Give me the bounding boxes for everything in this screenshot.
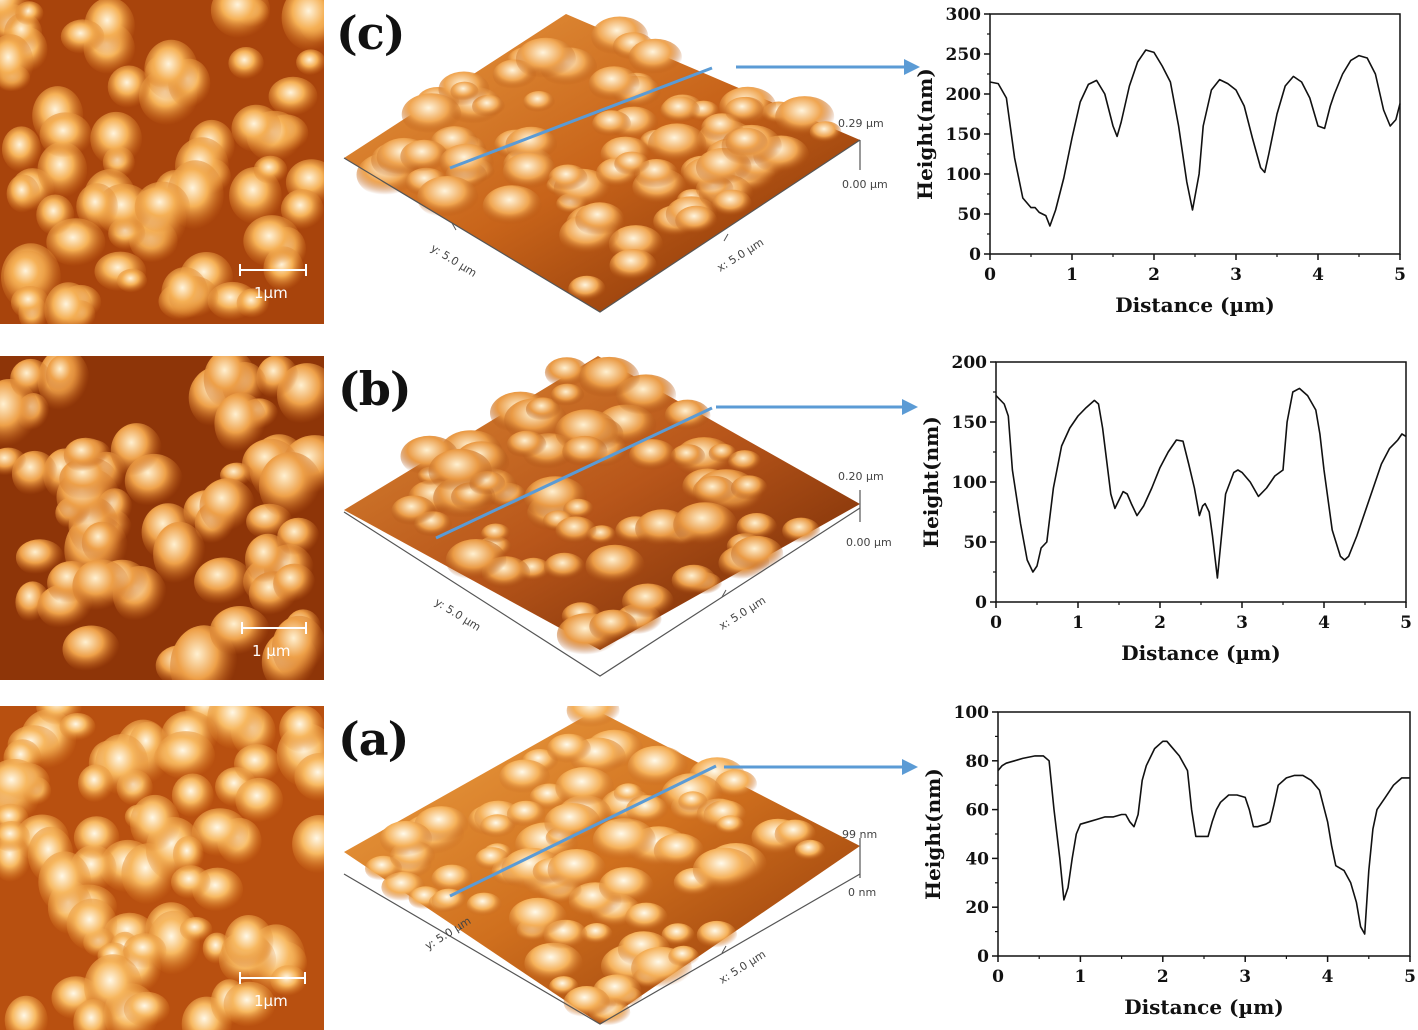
x-tick-label: 4	[1318, 613, 1330, 633]
x-tick-label: 0	[990, 613, 1002, 633]
panel-label-b: (b)	[338, 362, 412, 416]
afm-3d-surface-c: 0.29 µm 0.00 µm y: 5.0 µm x: 5.0 µm	[343, 14, 888, 313]
z-top-label: 0.20 µm	[838, 470, 884, 483]
y-tick-label: 100	[952, 473, 988, 493]
y-tick-label: 40	[965, 849, 989, 869]
x-tick-label: 5	[1400, 613, 1412, 633]
x-axis-title: Distance (µm)	[1115, 293, 1275, 317]
profile-line	[435, 406, 713, 540]
x-tick-label: 1	[1074, 967, 1086, 987]
y-tick-label: 150	[946, 125, 982, 145]
z-bottom-label: 0.00 µm	[842, 178, 888, 191]
afm-2d-image-a: 1µm	[0, 706, 324, 1030]
plot-frame	[995, 361, 1407, 603]
panel-label-a: (a)	[338, 712, 409, 766]
height-profile-line	[995, 387, 1407, 579]
scale-bar-label: 1 µm	[252, 642, 290, 660]
x-tick-label: 5	[1404, 967, 1416, 987]
y-axis-title: Height(nm)	[919, 416, 943, 548]
x-axis-label: x: 5.0 µm	[715, 236, 766, 275]
y-tick-label: 250	[946, 45, 982, 65]
x-tick-label: 4	[1322, 967, 1334, 987]
y-axis-title: Height(nm)	[913, 68, 937, 200]
y-tick-label: 200	[952, 353, 988, 373]
y-tick-label: 0	[977, 947, 989, 967]
y-axis-label: y: 5.0 µm	[432, 596, 483, 634]
height-profile-chart-a: 0 20 40 60 80 100 0 1 2 3 4 5 Distance (µm) Height(nm…	[921, 703, 1416, 1019]
x-tick-label: 4	[1312, 265, 1324, 285]
scale-bar-label: 1µm	[254, 284, 288, 302]
y-tick-label: 20	[965, 898, 989, 918]
z-top-label: 0.29 µm	[838, 117, 884, 130]
y-tick-label: 50	[963, 533, 987, 553]
x-tick-label: 1	[1066, 265, 1078, 285]
y-tick-label: 300	[946, 5, 982, 25]
z-bottom-label: 0.00 µm	[846, 536, 892, 549]
y-tick-label: 200	[946, 85, 982, 105]
x-tick-label: 2	[1157, 967, 1169, 987]
y-tick-label: 0	[975, 593, 987, 613]
x-tick-label: 0	[984, 265, 996, 285]
x-tick-label: 5	[1394, 265, 1406, 285]
profile-line	[449, 66, 713, 170]
y-axis-label: y: 5.0 µm	[428, 242, 479, 280]
scale-bar-label: 1µm	[254, 992, 288, 1010]
y-tick-label: 60	[965, 801, 989, 821]
y-tick-label: 50	[957, 205, 981, 225]
x-tick-label: 3	[1236, 613, 1248, 633]
afm-3d-surface-b: 0.20 µm 0.00 µm y: 5.0 µm x: 5.0 µm	[343, 356, 892, 677]
x-axis-title: Distance (µm)	[1124, 995, 1284, 1019]
z-bottom-label: 0 nm	[848, 886, 876, 899]
z-top-label: 99 nm	[842, 828, 877, 841]
y-tick-label: 100	[946, 165, 982, 185]
x-tick-label: 2	[1148, 265, 1160, 285]
plot-frame	[997, 711, 1411, 957]
y-tick-label: 0	[969, 245, 981, 265]
y-tick-label: 150	[952, 413, 988, 433]
x-axis-title: Distance (µm)	[1121, 641, 1281, 665]
x-axis-label: x: 5.0 µm	[717, 594, 768, 633]
y-tick-label: 100	[954, 703, 990, 723]
afm-2d-image-c: 1µm	[0, 0, 324, 324]
x-axis-label: x: 5.0 µm	[717, 948, 768, 987]
x-tick-label: 3	[1230, 265, 1242, 285]
afm-3d-surface-a: 99 nm 0 nm y: 5.0 µm x: 5.0 µm	[343, 706, 877, 1027]
arrow-c	[736, 59, 920, 75]
height-profile-chart-c: 0 50 100 150 200 250 300 0 1 2 3 4 5 Distance (µm) Hei…	[913, 5, 1406, 317]
y-axis-title: Height(nm)	[921, 768, 945, 900]
x-tick-label: 2	[1154, 613, 1166, 633]
height-profile-chart-b: 0 50 100 150 200 0 1 2 3 4 5 Distance (µm) Height(nm…	[919, 353, 1412, 665]
x-tick-label: 1	[1072, 613, 1084, 633]
arrow-a	[724, 759, 918, 775]
panel-label-c: (c)	[336, 6, 406, 60]
x-tick-label: 0	[992, 967, 1004, 987]
x-tick-label: 3	[1239, 967, 1251, 987]
height-profile-line	[997, 740, 1410, 935]
y-tick-label: 80	[965, 752, 989, 772]
profile-line	[449, 764, 717, 898]
height-profile-line	[989, 49, 1401, 227]
arrow-b	[716, 399, 918, 415]
afm-2d-image-b: 1 µm	[0, 356, 324, 680]
plot-frame	[989, 13, 1401, 255]
